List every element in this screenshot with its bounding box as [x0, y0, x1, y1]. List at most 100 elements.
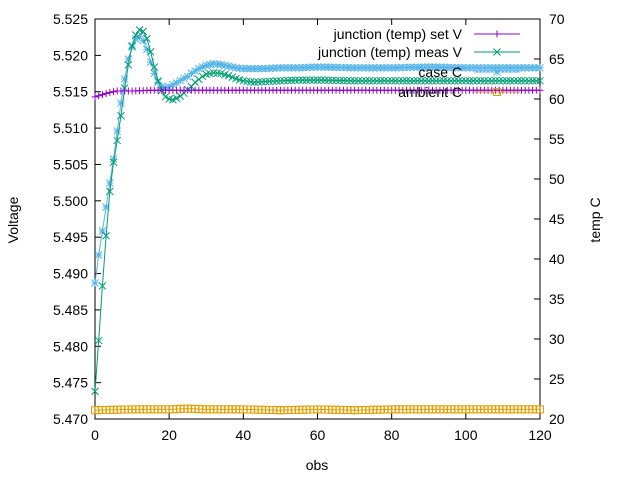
data-point [339, 63, 348, 72]
data-point [413, 63, 422, 72]
legend-label: case C [418, 64, 462, 80]
data-point [254, 64, 263, 73]
data-point [117, 99, 125, 107]
data-point [476, 63, 485, 72]
data-point [406, 63, 415, 72]
y2-tick-label: 60 [549, 91, 565, 107]
data-point [387, 63, 396, 72]
legend: junction (temp) set V junction (temp) mea… [317, 26, 520, 100]
legend-label: junction (temp) set V [333, 26, 463, 42]
legend-label: ambient C [398, 84, 462, 100]
data-point [272, 77, 281, 85]
data-point [276, 76, 285, 85]
data-point [436, 63, 444, 72]
data-point [298, 76, 307, 84]
data-point [280, 63, 288, 72]
data-point [98, 227, 107, 235]
data-point [387, 76, 396, 85]
data-point [458, 63, 466, 72]
data-point [146, 58, 155, 67]
series-layer [91, 26, 544, 415]
data-point [447, 63, 455, 72]
data-point [287, 63, 296, 72]
data-point [380, 76, 389, 85]
data-point [235, 64, 244, 73]
series-1 [91, 26, 544, 396]
y-tick-label: 5.515 [53, 84, 88, 100]
y2-tick-label: 45 [549, 211, 565, 227]
data-point [239, 64, 248, 73]
data-point [265, 64, 274, 73]
data-point [432, 76, 441, 85]
data-point [402, 76, 411, 85]
data-point [335, 63, 344, 72]
data-point [306, 76, 314, 84]
data-point [309, 63, 318, 72]
data-point [98, 91, 106, 99]
data-point [176, 76, 185, 85]
data-point [358, 76, 366, 85]
data-point [328, 63, 337, 72]
data-point [521, 63, 530, 72]
data-point [502, 63, 511, 72]
data-point [91, 387, 99, 396]
y-tick-label: 5.520 [53, 47, 88, 63]
data-point [306, 63, 314, 72]
data-point [261, 64, 270, 73]
data-point [398, 63, 407, 72]
data-point [358, 63, 366, 72]
data-point [128, 42, 136, 50]
data-point [243, 64, 251, 73]
data-point [198, 63, 207, 71]
data-point [246, 64, 255, 73]
series-3 [91, 404, 544, 415]
data-point [517, 63, 526, 72]
data-point [443, 76, 452, 85]
data-point [398, 76, 407, 85]
x-tick-label: 0 [91, 427, 99, 443]
data-point [94, 336, 103, 345]
data-point [443, 63, 452, 72]
data-point [525, 63, 533, 72]
data-point [250, 64, 259, 73]
data-point [347, 63, 355, 72]
data-point [532, 63, 541, 72]
data-point [298, 63, 307, 72]
data-point [131, 35, 140, 43]
y2-tick-label: 55 [549, 131, 565, 147]
data-point [291, 63, 300, 72]
data-point [157, 82, 166, 91]
data-point [224, 62, 233, 71]
data-point [187, 69, 196, 78]
data-point [220, 61, 229, 70]
x-tick-label: 60 [310, 427, 326, 443]
data-point [91, 93, 99, 101]
data-point [321, 63, 329, 72]
data-point [194, 75, 203, 84]
data-point [258, 64, 266, 73]
y-tick-label: 5.485 [53, 302, 88, 318]
data-point [250, 78, 259, 87]
data-point [487, 63, 496, 72]
data-point [146, 47, 155, 56]
y-tick-label: 5.490 [53, 266, 88, 282]
legend-marker [493, 88, 501, 96]
data-point [487, 76, 496, 85]
y2-tick-label: 25 [549, 371, 565, 387]
data-point [105, 179, 114, 187]
data-point [176, 92, 185, 100]
data-point [528, 76, 537, 85]
data-point [109, 155, 118, 163]
data-point [469, 63, 478, 72]
data-point [439, 76, 448, 85]
data-point [480, 63, 489, 72]
y2-tick-label: 35 [549, 291, 565, 307]
y2-tick-label: 40 [549, 251, 565, 267]
data-point [365, 63, 374, 72]
data-point [354, 63, 363, 72]
data-point [436, 76, 444, 85]
data-point [513, 76, 522, 85]
data-point [272, 64, 281, 72]
y-axis-label: Voltage [5, 196, 21, 243]
